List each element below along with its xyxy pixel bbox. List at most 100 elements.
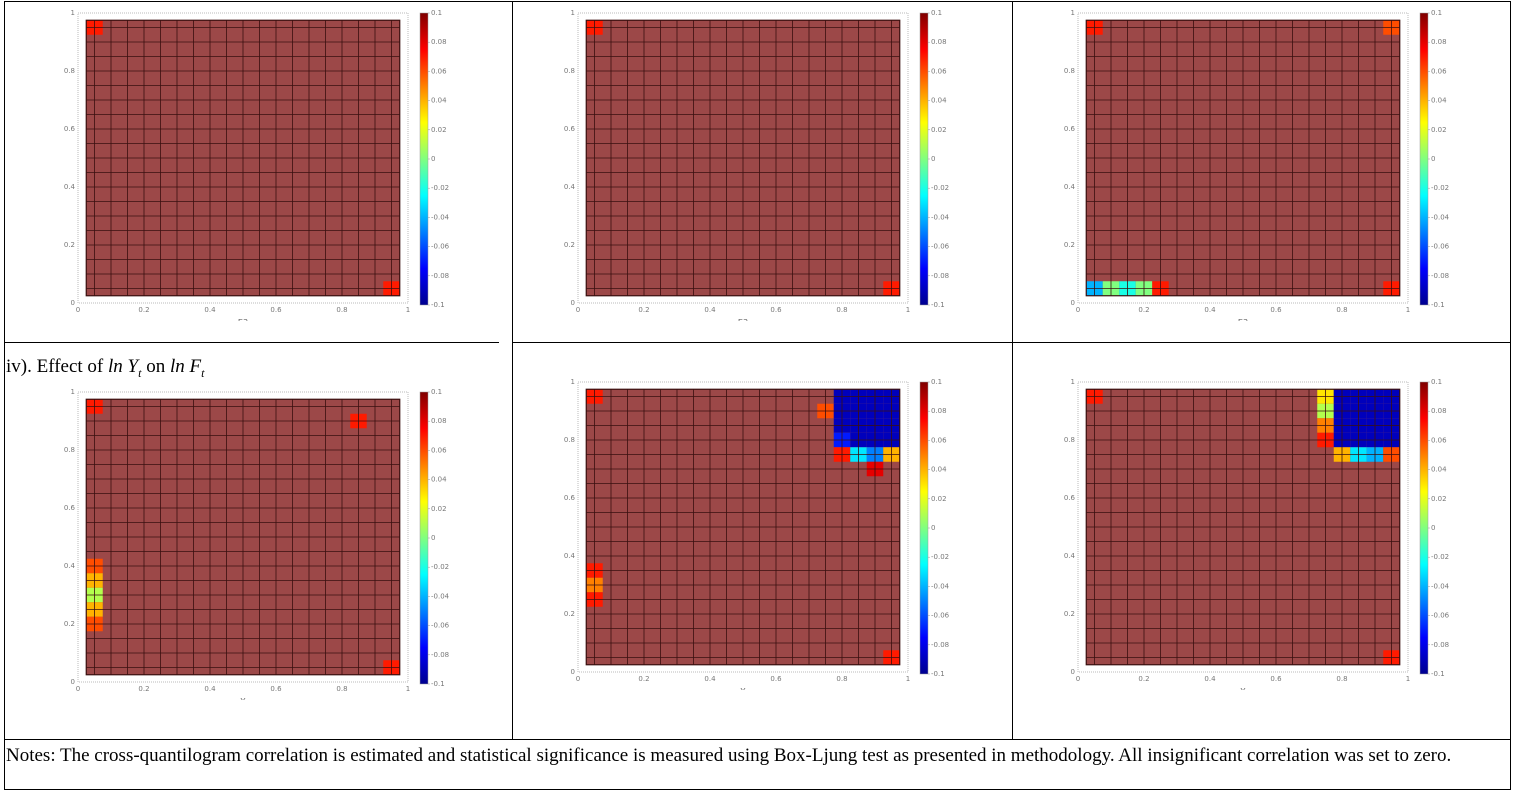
- colorbar-tick-label: -0.02: [431, 563, 449, 571]
- table-row-divider-1b: [512, 342, 1511, 343]
- x-tick-label: 0: [576, 675, 580, 683]
- colorbar-tick-label: 0: [931, 524, 935, 532]
- colorbar-tick-label: 0: [1431, 524, 1435, 532]
- colorbar-tick-label: 0.08: [431, 417, 447, 425]
- y-tick-label: 0.6: [1064, 125, 1076, 133]
- colorbar-tick-label: -0.02: [931, 553, 949, 561]
- x-axis-label: Y: [240, 697, 246, 700]
- y-tick-label: 0.4: [64, 562, 76, 570]
- colorbar-tick-label: -0.08: [1431, 641, 1449, 649]
- x-tick-label: 0.6: [1270, 675, 1282, 683]
- chart-panel-3: 0 0.2 0.4 0.6 0.8 1 0 0.2 0.4 0.6 0.8 1 E3 0.1 0.08 0.0…: [1058, 3, 1458, 321]
- x-tick-label: 0.8: [836, 306, 847, 314]
- x-tick-label: 0.6: [270, 685, 282, 693]
- colorbar-tick-label: 0.02: [431, 505, 447, 513]
- x-tick-label: 0: [76, 306, 80, 314]
- colorbar-tick-label: 0.08: [1431, 38, 1447, 46]
- x-axis-label: E3: [1238, 318, 1248, 321]
- y-tick-label: 0.2: [64, 620, 75, 628]
- x-tick-label: 0.8: [336, 685, 347, 693]
- colorbar-tick-label: -0.04: [1431, 582, 1450, 590]
- y-tick-label: 0: [71, 299, 75, 307]
- x-tick-label: 0.4: [1204, 306, 1216, 314]
- y-tick-label: 1: [71, 9, 75, 17]
- y-tick-label: 0: [1071, 668, 1075, 676]
- heatmap-border: [85, 19, 401, 297]
- colorbar-tick-label: -0.08: [431, 272, 449, 280]
- y-tick-label: 1: [1071, 9, 1075, 17]
- colorbar-tick-label: -0.08: [431, 651, 449, 659]
- colorbar: [1419, 381, 1429, 675]
- colorbar-tick-label: -0.1: [431, 301, 445, 309]
- y-tick-label: 0: [571, 668, 575, 676]
- colorbar: [1419, 12, 1429, 306]
- colorbar-tick-label: 0.04: [931, 97, 947, 105]
- colorbar-tick-label: -0.08: [931, 272, 949, 280]
- y-tick-label: 1: [571, 9, 575, 17]
- table-col-divider-1: [512, 1, 513, 343]
- colorbar-tick-label: 0.04: [431, 97, 447, 105]
- colorbar-tick-label: 0.1: [931, 9, 942, 17]
- colorbar-tick-label: -0.06: [431, 243, 450, 251]
- colorbar-tick-label: 0.02: [1431, 495, 1447, 503]
- colorbar-tick-label: -0.1: [1431, 670, 1445, 678]
- caption-mid: on: [141, 356, 170, 377]
- y-tick-label: 0.8: [64, 446, 75, 454]
- colorbar-tick-label: 0.06: [931, 436, 947, 444]
- caption-var2: ln F: [169, 356, 202, 377]
- colorbar-tick-label: -0.1: [1431, 301, 1445, 309]
- heatmap-border: [1085, 19, 1401, 297]
- colorbar-tick-label: 0.1: [1431, 378, 1442, 386]
- y-tick-label: 0.4: [564, 183, 576, 191]
- y-tick-label: 0.2: [64, 241, 75, 249]
- colorbar-tick-label: 0.08: [1431, 407, 1447, 415]
- chart-panel-6: 0 0.2 0.4 0.6 0.8 1 0 0.2 0.4 0.6 0.8 1 Y 0.1 0.08 0.06…: [1058, 372, 1458, 690]
- colorbar-tick-label: -0.02: [1431, 184, 1449, 192]
- x-tick-label: 0.4: [204, 306, 216, 314]
- heatmap-border: [585, 388, 901, 666]
- x-tick-label: 0.8: [1336, 306, 1347, 314]
- y-tick-label: 0.4: [1064, 183, 1076, 191]
- x-tick-label: 0.2: [1138, 675, 1149, 683]
- table-border-top: [4, 1, 1511, 2]
- colorbar-tick-label: 0: [1431, 155, 1435, 163]
- colorbar-tick-label: -0.06: [1431, 243, 1450, 251]
- y-tick-label: 1: [71, 388, 75, 396]
- x-tick-label: 0: [576, 306, 580, 314]
- y-tick-label: 0.8: [64, 67, 75, 75]
- heatmap-svg: 0 0.2 0.4 0.6 0.8 1 0 0.2 0.4 0.6 0.8 1 E3 0.1 0.08 0.0…: [64, 9, 450, 321]
- colorbar-tick-label: 0.06: [431, 67, 447, 75]
- colorbar-tick-label: 0.08: [931, 38, 947, 46]
- y-tick-label: 0.8: [1064, 436, 1075, 444]
- colorbar: [919, 381, 929, 675]
- caption-sub1: t: [138, 365, 142, 380]
- x-tick-label: 0: [76, 685, 80, 693]
- x-axis-label: E3: [738, 318, 748, 321]
- x-tick-label: 0.4: [204, 685, 216, 693]
- y-tick-label: 0: [71, 678, 75, 686]
- caption-sub2: t: [201, 365, 205, 380]
- table-border-left: [4, 1, 5, 790]
- x-tick-label: 0.2: [638, 675, 649, 683]
- heatmap-border: [585, 19, 901, 297]
- heatmap-svg: 0 0.2 0.4 0.6 0.8 1 0 0.2 0.4 0.6 0.8 1 Y 0.1 0.08 0.06…: [1064, 378, 1450, 690]
- heatmap-border: [1085, 388, 1401, 666]
- chart-panel-2: 0 0.2 0.4 0.6 0.8 1 0 0.2 0.4 0.6 0.8 1 E3 0.1 0.08 0.0…: [558, 3, 958, 321]
- x-tick-label: 0.6: [770, 306, 782, 314]
- x-tick-label: 1: [406, 685, 410, 693]
- x-tick-label: 0.6: [770, 675, 782, 683]
- y-tick-label: 0: [1071, 299, 1075, 307]
- colorbar-tick-label: -0.06: [931, 243, 950, 251]
- colorbar-tick-label: -0.02: [1431, 553, 1449, 561]
- colorbar-tick-label: 0.04: [1431, 466, 1447, 474]
- y-tick-label: 1: [571, 378, 575, 386]
- y-tick-label: 0.8: [1064, 67, 1075, 75]
- table-row-divider-2: [4, 739, 1511, 740]
- x-tick-label: 0.4: [1204, 675, 1216, 683]
- x-axis-label: Y: [740, 687, 746, 690]
- x-tick-label: 0.8: [836, 675, 847, 683]
- y-tick-label: 0.8: [564, 436, 575, 444]
- y-tick-label: 0: [571, 299, 575, 307]
- colorbar-tick-label: 0.04: [431, 476, 447, 484]
- colorbar-tick-label: -0.08: [931, 641, 949, 649]
